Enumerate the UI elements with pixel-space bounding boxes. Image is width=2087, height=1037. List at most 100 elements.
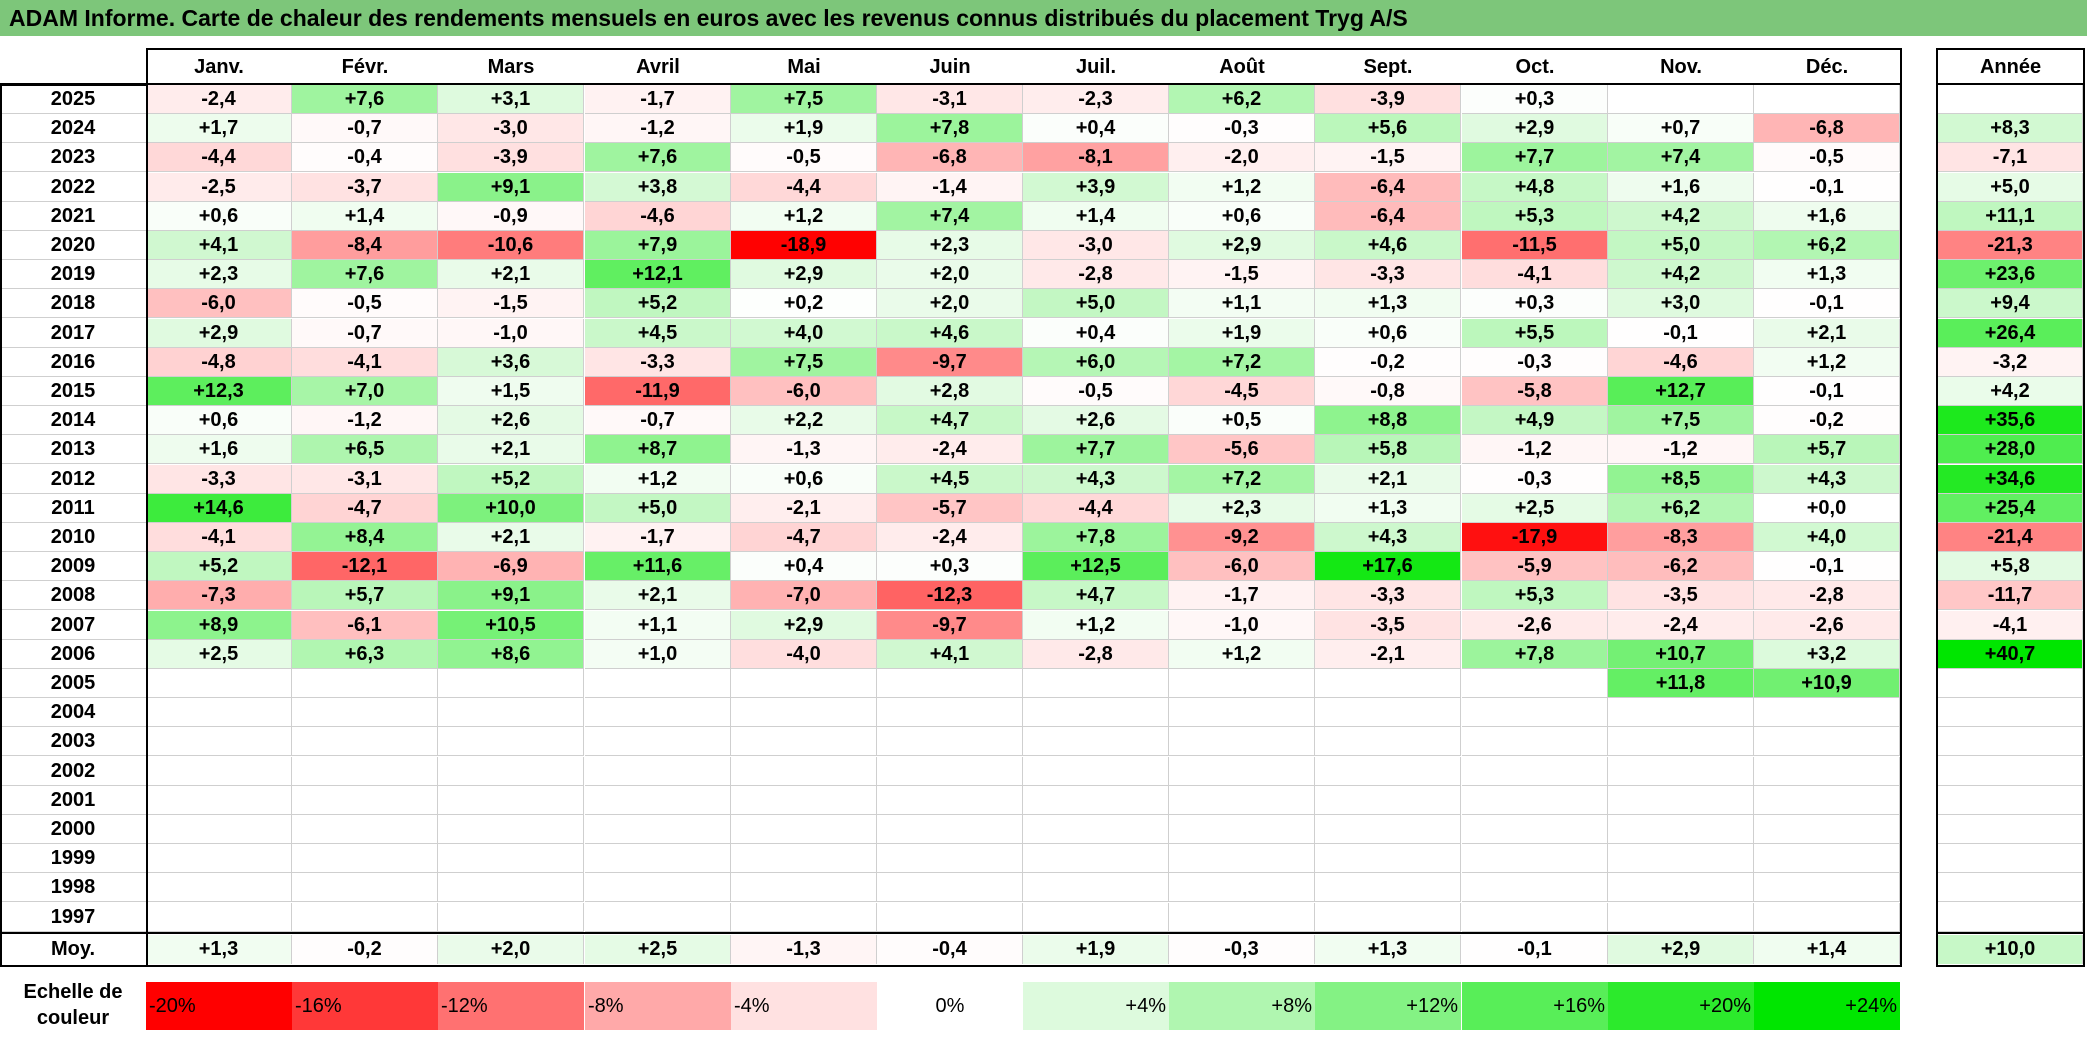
heatmap-cell: -0,3 [1462,464,1608,494]
heatmap-cell [438,815,584,844]
heatmap-cell: -3,0 [438,114,584,144]
average-label: Moy. [50,938,96,960]
heatmap-cell [731,873,877,903]
heatmap-cell [585,873,731,903]
heatmap-cell: +5,6 [1315,114,1461,144]
heatmap-cell: -3,3 [146,464,292,494]
heatmap-cell [1169,785,1315,815]
scale-swatch: -4% [731,982,877,1030]
heatmap-cell: +0,2 [731,289,877,319]
heatmap-cell: +2,3 [877,231,1023,260]
heatmap-cell: -6,2 [1608,552,1754,582]
heatmap-cell: +3,1 [438,85,584,114]
annual-cell: -21,4 [1938,523,2083,552]
heatmap-cell [1023,785,1169,815]
heatmap-cell: -8,4 [292,231,438,260]
heatmap-cell: +5,2 [146,552,292,582]
heatmap-cell: -1,3 [731,435,877,465]
heatmap-cell: +0,3 [1462,289,1608,319]
heatmap-cell [585,815,731,844]
annual-cell: +9,4 [1938,289,2083,319]
heatmap-cell [438,873,584,903]
heatmap-cell [146,756,292,786]
heatmap-cell [438,785,584,815]
heatmap-cell: +4,7 [1023,581,1169,611]
heatmap-cell [1608,844,1754,874]
heatmap-cell: +1,9 [731,114,877,144]
heatmap-cell [1315,902,1461,932]
heatmap-cell: -4,4 [146,143,292,173]
heatmap-cell: +4,8 [1462,172,1608,202]
annual-cell: -11,7 [1938,581,2083,611]
heatmap-cell: +4,0 [1754,523,1900,552]
heatmap-cell: +7,2 [1169,464,1315,494]
heatmap-cell [1169,669,1315,698]
heatmap-cell: -3,3 [1315,260,1461,290]
heatmap-cell: +17,6 [1315,552,1461,582]
heatmap-cell [585,756,731,786]
average-cell: -0,2 [292,935,438,964]
heatmap-cell: +1,1 [1169,289,1315,319]
scale-label: Echelle de couleur [23,981,123,1029]
year-label: 2007 [0,611,146,640]
heatmap-cell: -3,9 [438,143,584,173]
heatmap-cell [1023,815,1169,844]
year-label: 2018 [0,289,146,319]
heatmap-cell: -0,1 [1754,289,1900,319]
heatmap-cell: +2,9 [1462,114,1608,144]
average-cell: +2,9 [1608,935,1754,964]
heatmap-cell: -6,8 [877,143,1023,173]
heatmap-cell [1315,873,1461,903]
heatmap-cell [292,727,438,757]
heatmap-cell: +1,6 [146,435,292,465]
average-cell: +1,3 [1315,935,1461,964]
heatmap-cell: +12,1 [585,260,731,290]
heatmap-cell [1315,669,1461,698]
heatmap-cell [585,844,731,874]
heatmap-cell [877,756,1023,786]
heatmap-cell: -5,7 [877,493,1023,523]
heatmap-cell [1462,756,1608,786]
heatmap-cell: +1,2 [1169,172,1315,202]
heatmap-cell: -6,4 [1315,172,1461,202]
heatmap-cell: -0,9 [438,201,584,231]
heatmap-cell: +2,2 [731,406,877,436]
annual-cell: +23,6 [1938,260,2083,290]
heatmap-cell [146,698,292,728]
heatmap-cell: +3,2 [1754,639,1900,669]
heatmap-cell: +1,2 [731,201,877,231]
heatmap-cell: +8,6 [438,639,584,669]
heatmap-cell: -17,9 [1462,523,1608,552]
heatmap-cell: +0,6 [1169,201,1315,231]
average-cell: -1,3 [731,935,877,964]
annual-cell: -7,1 [1938,143,2083,173]
annual-cell: +5,0 [1938,172,2083,202]
heatmap-cell: +5,2 [438,464,584,494]
heatmap-cell: -4,4 [1023,493,1169,523]
annual-cell [1938,727,2083,757]
heatmap-cell: +10,0 [438,493,584,523]
heatmap-cell: +1,3 [1315,289,1461,319]
heatmap-cell: +2,3 [1169,493,1315,523]
annual-cell: +8,3 [1938,114,2083,144]
heatmap-cell: +5,2 [585,289,731,319]
heatmap-cell: -1,2 [1608,435,1754,465]
heatmap-cell [1754,727,1900,757]
heatmap-cell: -7,0 [731,581,877,611]
heatmap-cell: -4,4 [731,172,877,202]
heatmap-cell [1315,785,1461,815]
heatmap-cell: +7,0 [292,377,438,406]
year-label: 2012 [0,465,146,494]
heatmap-cell: -11,5 [1462,231,1608,260]
heatmap-cell: +0,5 [1169,406,1315,436]
annual-cell: -4,1 [1938,610,2083,640]
heatmap-cell: +2,0 [877,289,1023,319]
heatmap-cell [292,844,438,874]
heatmap-cell: -1,4 [877,172,1023,202]
annual-cell: +34,6 [1938,464,2083,494]
heatmap-cell: -2,8 [1754,581,1900,611]
heatmap-cell [438,698,584,728]
heatmap-cell [1608,727,1754,757]
annual-cell [1938,85,2083,114]
heatmap-cell [1315,756,1461,786]
